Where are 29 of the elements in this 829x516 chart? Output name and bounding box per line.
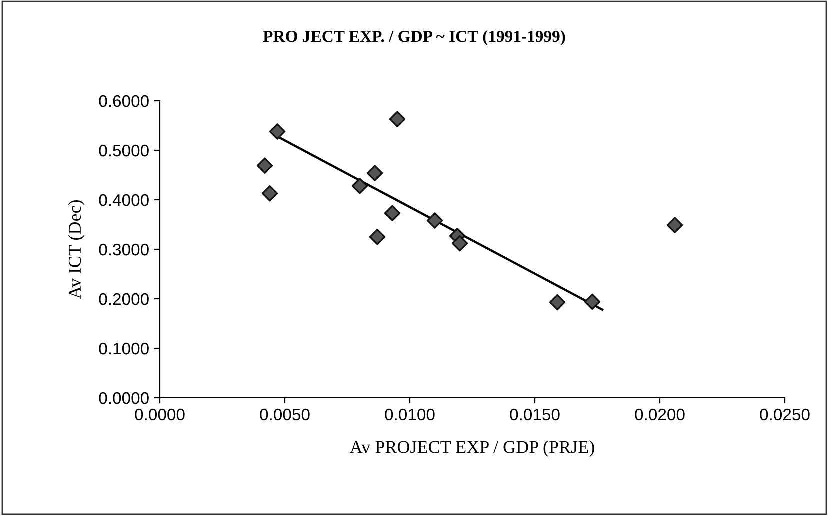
y-tick-label: 0.3000 [99,244,149,256]
x-axis-title: Av PROJECT EXP / GDP (PRJE) [350,440,594,457]
chart-title: PRO JECT EXP. / GDP ~ ICT (1991-1999) [263,30,566,46]
y-axis-title: Av ICT (Dec) [68,200,85,300]
point [549,294,566,311]
point [256,158,274,174]
point [369,229,386,246]
point [352,178,368,194]
x-tick-label: 0.0150 [510,408,560,421]
point [389,111,406,128]
point [426,212,444,229]
y-tick-label: 0.4000 [99,194,149,206]
point [384,205,401,222]
point [366,165,384,182]
x-tick-label: 0.0200 [635,408,685,421]
y-tick-label: 0.5000 [99,144,149,157]
y-tick-label: 0.0000 [99,392,149,404]
y-tick-label: 0.6000 [99,95,149,108]
y-tick-label: 0.1000 [99,342,149,355]
point [262,185,278,202]
point [584,294,601,310]
x-tick-label: 0.0050 [260,408,310,421]
point [452,235,468,252]
x-tick-label: 0.0100 [385,408,435,421]
x-tick-label: 0.0000 [135,408,185,421]
point [666,217,684,234]
y-tick-label: 0.2000 [99,293,149,306]
x-tick-label: 0.0250 [760,408,810,421]
point [269,124,286,140]
